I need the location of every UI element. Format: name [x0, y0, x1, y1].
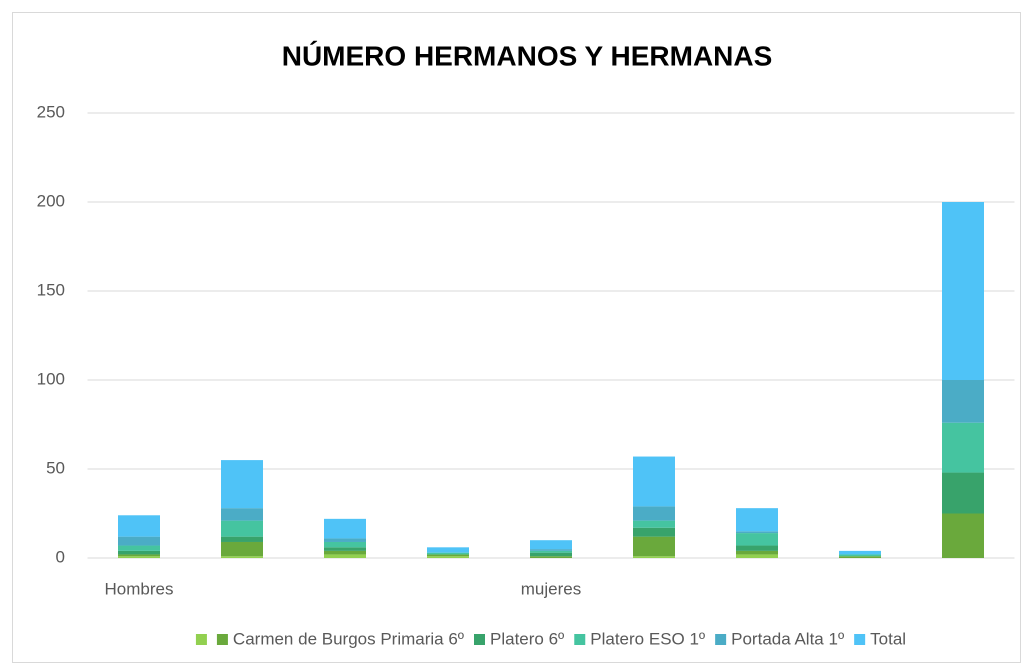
bar-segment: [942, 202, 984, 380]
legend-swatch: [195, 634, 207, 645]
legend-swatch: [474, 634, 485, 645]
bar-segment: [942, 380, 984, 423]
bar-segment: [942, 472, 984, 514]
bar-segment: [942, 513, 984, 558]
y-tick-label: 50: [46, 458, 65, 477]
bar-segment: [736, 533, 778, 546]
bar-segment: [324, 554, 366, 558]
y-tick-label: 100: [37, 369, 65, 388]
bar-segment: [942, 422, 984, 473]
bar-segment: [118, 556, 160, 558]
bar-segment: [324, 550, 366, 555]
legend-label: Carmen de Burgos Primaria 6º: [233, 629, 464, 648]
bar-segment: [736, 550, 778, 555]
x-tick-label: mujeres: [521, 579, 581, 598]
bar-segment: [118, 515, 160, 537]
bar-segment: [736, 508, 778, 532]
legend-label: Portada Alta 1º: [731, 629, 844, 648]
y-tick-label: 250: [37, 102, 65, 121]
bar-segment: [633, 506, 675, 521]
bar-segment: [839, 556, 881, 558]
bar-segment: [427, 554, 469, 557]
legend-swatch: [574, 634, 586, 645]
bar-segment: [736, 545, 778, 551]
bar-segment: [221, 541, 263, 557]
bar-segment: [221, 556, 263, 558]
bar-segment: [221, 460, 263, 509]
bar-segment: [118, 545, 160, 551]
legend-swatch: [715, 634, 727, 645]
bar-segment: [221, 536, 263, 542]
y-tick-label: 0: [56, 547, 65, 566]
bar-segment: [118, 536, 160, 546]
bar-segment: [530, 556, 572, 558]
bar-segment: [633, 556, 675, 558]
bar-segment: [427, 552, 469, 555]
legend-label: Platero 6º: [490, 629, 564, 648]
bar-segment: [530, 540, 572, 550]
bar-segment: [324, 547, 366, 551]
bar-segment: [633, 456, 675, 507]
legend-swatch: [854, 634, 866, 645]
legend-swatch: [216, 634, 228, 645]
bar-segment: [530, 552, 572, 557]
y-tick-label: 200: [37, 191, 65, 210]
chart-title: NÚMERO HERMANOS Y HERMANAS: [282, 40, 773, 71]
bar-segment: [324, 538, 366, 542]
bar-segment: [633, 527, 675, 537]
legend-label: Total: [870, 629, 906, 648]
bar-segment: [736, 554, 778, 558]
chart-border: [12, 12, 1021, 663]
bar-segment: [633, 536, 675, 557]
legend-label: Platero ESO 1º: [590, 629, 705, 648]
bar-segment: [221, 508, 263, 521]
bar-segment: [530, 550, 572, 553]
x-tick-label: Hombres: [105, 579, 174, 598]
bar-segment: [118, 554, 160, 557]
bar-segment: [633, 520, 675, 528]
y-tick-label: 150: [37, 280, 65, 299]
bar-segment: [221, 520, 263, 537]
bar-segment: [839, 554, 881, 557]
bar-segment: [118, 550, 160, 555]
bar-segment: [427, 556, 469, 558]
bar-segment: [324, 518, 366, 539]
bar-segment: [530, 549, 572, 551]
bar-segment: [736, 531, 778, 534]
bar-segment: [324, 541, 366, 548]
bar-segment: [427, 547, 469, 553]
bar-segment: [839, 550, 881, 555]
